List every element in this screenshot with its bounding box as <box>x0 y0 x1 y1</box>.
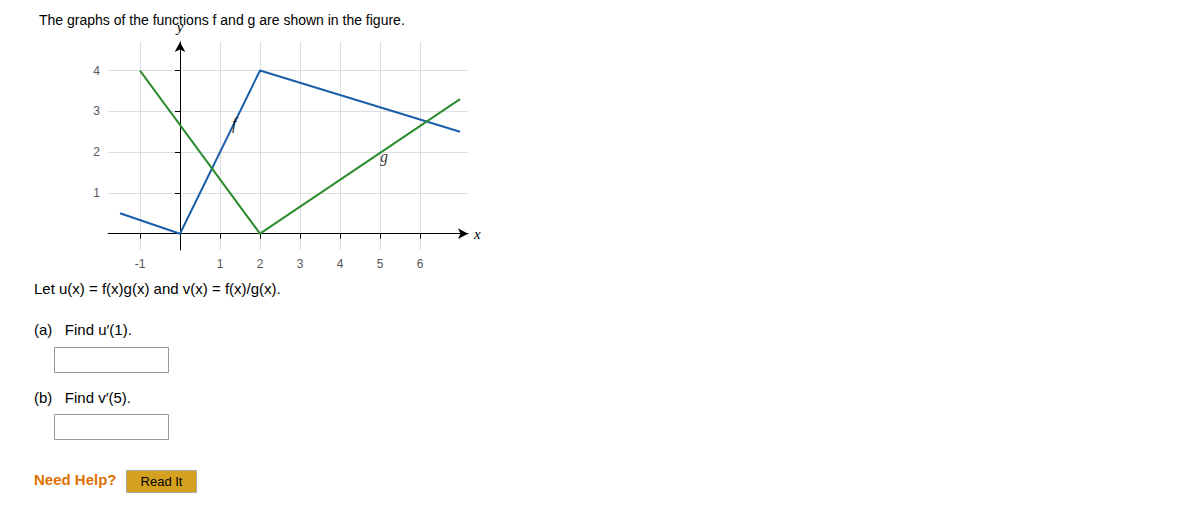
svg-text:x: x <box>473 226 481 242</box>
svg-text:4: 4 <box>337 257 344 271</box>
svg-text:Read It: Read It <box>141 474 183 489</box>
svg-text:6: 6 <box>417 257 424 271</box>
svg-text:f: f <box>232 115 239 133</box>
svg-text:5: 5 <box>377 257 384 271</box>
svg-text:g: g <box>380 148 388 166</box>
svg-text:Need Help?: Need Help? <box>34 471 117 488</box>
svg-text:2: 2 <box>93 145 100 159</box>
svg-text:3: 3 <box>297 257 304 271</box>
svg-text:Let u(x) = f(x)g(x) and v(x) =: Let u(x) = f(x)g(x) and v(x) = f(x)/g(x)… <box>34 280 281 297</box>
svg-text:-1: -1 <box>135 257 146 271</box>
svg-text:1: 1 <box>93 186 100 200</box>
svg-text:1: 1 <box>217 257 224 271</box>
svg-text:The graphs of the functions f: The graphs of the functions f and g are … <box>39 12 405 28</box>
svg-text:3: 3 <box>93 104 100 118</box>
svg-text:2: 2 <box>257 257 264 271</box>
svg-text:(b) Find v′(5).: (b) Find v′(5). <box>34 389 131 406</box>
svg-text:4: 4 <box>93 64 100 78</box>
svg-text:(a) Find u′(1).: (a) Find u′(1). <box>34 321 132 338</box>
